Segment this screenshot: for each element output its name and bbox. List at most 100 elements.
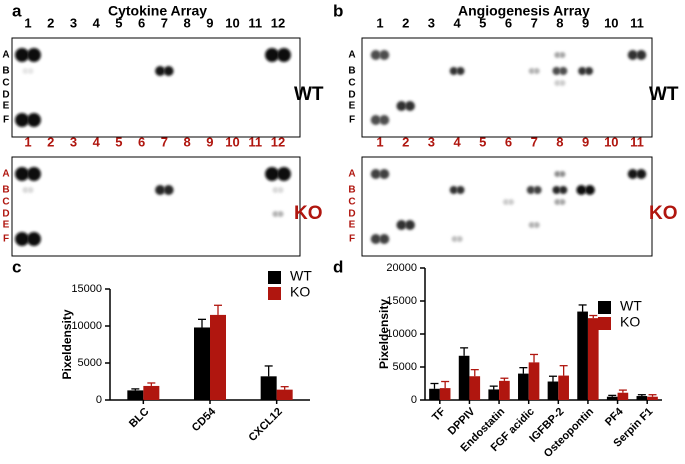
column-number: 4 bbox=[93, 15, 101, 30]
blot-spot bbox=[379, 50, 390, 60]
blot-spot bbox=[370, 234, 381, 244]
column-number: 5 bbox=[479, 134, 486, 149]
blot-spot bbox=[26, 48, 41, 62]
blot-spot bbox=[576, 185, 587, 195]
blot-spot bbox=[27, 68, 34, 74]
row-letter: B bbox=[348, 185, 355, 196]
column-number: 5 bbox=[479, 15, 486, 30]
blot-spot bbox=[370, 50, 381, 60]
blot-spot bbox=[26, 167, 41, 181]
y-axis-label: Pixeldensity bbox=[377, 299, 391, 369]
blot-spot bbox=[578, 67, 587, 75]
column-number: 3 bbox=[428, 134, 435, 149]
blot-spot bbox=[27, 187, 34, 193]
blot-spot bbox=[15, 167, 30, 181]
bar bbox=[647, 396, 658, 400]
row-letter: C bbox=[2, 197, 9, 208]
blot-spot bbox=[370, 115, 381, 125]
column-number: 10 bbox=[604, 134, 618, 149]
y-tick-label: 0 bbox=[96, 394, 102, 406]
column-number: 6 bbox=[505, 134, 512, 149]
column-number: 4 bbox=[453, 134, 461, 149]
column-number: 1 bbox=[24, 15, 31, 30]
blot-spot bbox=[272, 211, 279, 217]
x-tick-label: PF4 bbox=[603, 405, 626, 428]
bar bbox=[587, 318, 599, 400]
row-letter: D bbox=[348, 90, 355, 101]
column-number: 11 bbox=[248, 134, 262, 149]
blot-spot bbox=[554, 52, 561, 58]
row-letter: A bbox=[348, 169, 355, 180]
bar bbox=[143, 385, 160, 400]
row-letter: E bbox=[349, 220, 356, 231]
blot-spot bbox=[449, 67, 458, 75]
column-number: 8 bbox=[556, 15, 563, 30]
row-letter: D bbox=[2, 90, 9, 101]
row-letter: E bbox=[349, 101, 356, 112]
bar bbox=[499, 380, 510, 400]
blot-spot bbox=[584, 185, 595, 195]
blot-spot bbox=[370, 169, 381, 179]
blot-spot bbox=[528, 68, 535, 74]
row-letter: B bbox=[348, 66, 355, 77]
blot-spot bbox=[22, 68, 29, 74]
y-tick-label: 15000 bbox=[71, 283, 102, 295]
bar bbox=[606, 396, 618, 400]
row-letter: C bbox=[348, 197, 355, 208]
blot-spot bbox=[554, 171, 561, 177]
legend-swatch bbox=[598, 317, 611, 330]
blot-spot bbox=[404, 101, 415, 111]
column-number: 2 bbox=[47, 15, 54, 30]
condition-label: WT bbox=[294, 84, 324, 105]
blot-spot bbox=[15, 113, 30, 127]
column-number: 7 bbox=[531, 15, 538, 30]
blot-frame bbox=[11, 37, 301, 138]
column-number: 5 bbox=[115, 15, 122, 30]
blot-spot bbox=[15, 48, 30, 62]
y-tick-label: 5000 bbox=[393, 361, 417, 373]
blot-spot bbox=[636, 169, 647, 179]
panel-label: c bbox=[12, 257, 21, 276]
column-number: 11 bbox=[248, 15, 262, 30]
blot-spot bbox=[559, 199, 566, 205]
bar bbox=[617, 392, 629, 400]
row-letter: A bbox=[2, 169, 9, 180]
bar bbox=[488, 389, 500, 400]
blot-spot bbox=[22, 187, 29, 193]
blot-spot bbox=[272, 187, 279, 193]
bar bbox=[260, 376, 277, 400]
blot-frame bbox=[361, 37, 653, 138]
row-letter: C bbox=[348, 78, 355, 89]
blot-spot bbox=[456, 186, 465, 194]
column-number: 8 bbox=[183, 134, 190, 149]
blot-spot bbox=[636, 50, 647, 60]
blot-spot bbox=[404, 220, 415, 230]
blot-spot bbox=[277, 211, 284, 217]
row-letter: E bbox=[3, 101, 10, 112]
bar bbox=[194, 327, 210, 400]
blot-spot bbox=[508, 199, 515, 205]
blot-spot bbox=[26, 113, 41, 127]
blot-spot bbox=[585, 67, 593, 75]
bar bbox=[577, 311, 588, 400]
row-letter: A bbox=[2, 50, 9, 61]
column-number: 11 bbox=[630, 15, 644, 30]
y-tick-label: 15000 bbox=[386, 295, 417, 307]
row-letter: F bbox=[3, 115, 9, 126]
condition-label: WT bbox=[649, 84, 679, 105]
column-number: 9 bbox=[582, 15, 589, 30]
blot-spot bbox=[559, 52, 566, 58]
bar bbox=[469, 376, 481, 400]
blot-spot bbox=[396, 101, 407, 111]
column-number: 10 bbox=[604, 15, 618, 30]
column-number: 1 bbox=[376, 134, 383, 149]
blot-spot bbox=[276, 167, 291, 181]
bar bbox=[210, 314, 226, 400]
blot-spot bbox=[449, 186, 458, 194]
blot-spot bbox=[552, 186, 561, 194]
bar bbox=[558, 375, 569, 400]
blot-spot bbox=[26, 232, 41, 246]
row-letter: B bbox=[2, 185, 9, 196]
column-number: 2 bbox=[47, 134, 54, 149]
column-number: 6 bbox=[138, 134, 145, 149]
